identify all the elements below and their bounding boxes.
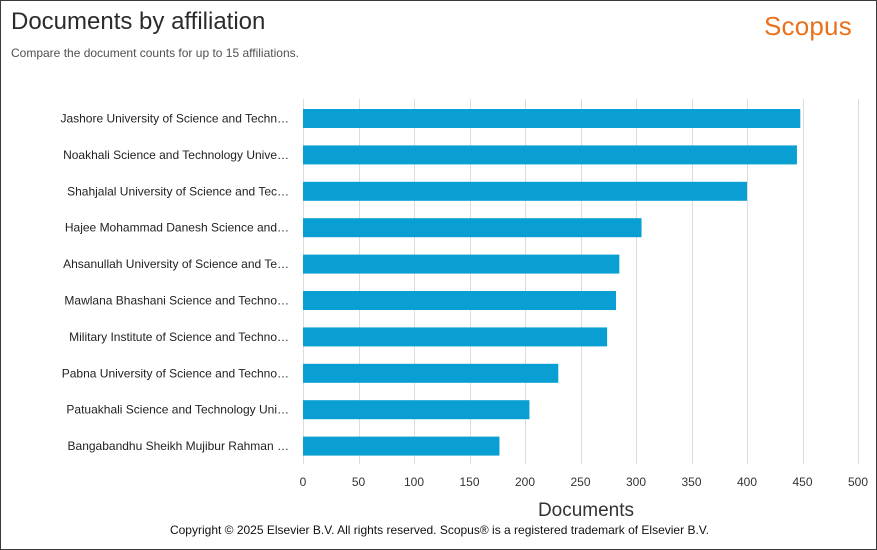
x-axis-label: Documents [538,500,634,521]
category-label: Ahsanullah University of Science and Te… [63,257,289,271]
x-tick-label: 0 [300,475,307,489]
chart-title: Documents by affiliation [11,8,266,35]
bar[interactable] [303,363,559,383]
category-label: Jashore University of Science and Techn… [60,112,289,126]
bar-chart: Jashore University of Science and Techn…… [60,99,869,521]
x-tick-label: 250 [570,475,590,489]
category-label: Noakhali Science and Technology Unive… [63,148,289,162]
x-tick-label: 150 [459,475,479,489]
x-tick-label: 50 [352,475,366,489]
category-label: Pabna University of Science and Techno… [62,366,289,380]
bar[interactable] [303,181,747,201]
x-tick-labels: 0 50 100 150 200 250 300 350 400 450 500 [300,475,869,489]
category-labels: Jashore University of Science and Techn…… [60,112,289,454]
category-label: Mawlana Bhashani Science and Techno… [64,294,289,308]
bar[interactable] [303,436,500,456]
chart-subtitle: Compare the document counts for up to 15… [11,46,299,60]
bars [303,109,801,456]
x-tick-label: 350 [681,475,701,489]
bar[interactable] [303,218,642,238]
scopus-logo: Scopus [764,11,852,41]
bar[interactable] [303,109,801,128]
category-label: Military Institute of Science and Techno… [69,330,289,344]
x-tick-label: 400 [737,475,757,489]
category-label: Patuakhali Science and Technology Uni… [66,403,289,417]
x-tick-label: 500 [848,475,868,489]
category-label: Shahjalal University of Science and Tec… [67,184,289,198]
x-tick-label: 100 [404,475,424,489]
x-tick-label: 200 [515,475,535,489]
bar[interactable] [303,145,797,165]
bar[interactable] [303,291,617,310]
category-label: Hajee Mohammad Danesh Science and… [65,221,289,235]
bar[interactable] [303,254,620,274]
bar[interactable] [303,327,608,347]
bar[interactable] [303,400,530,420]
x-tick-label: 450 [792,475,812,489]
copyright-notice: Copyright © 2025 Elsevier B.V. All right… [169,523,710,537]
x-tick-label: 300 [626,475,646,489]
category-label: Bangabandhu Sheikh Mujibur Rahman … [68,439,289,453]
